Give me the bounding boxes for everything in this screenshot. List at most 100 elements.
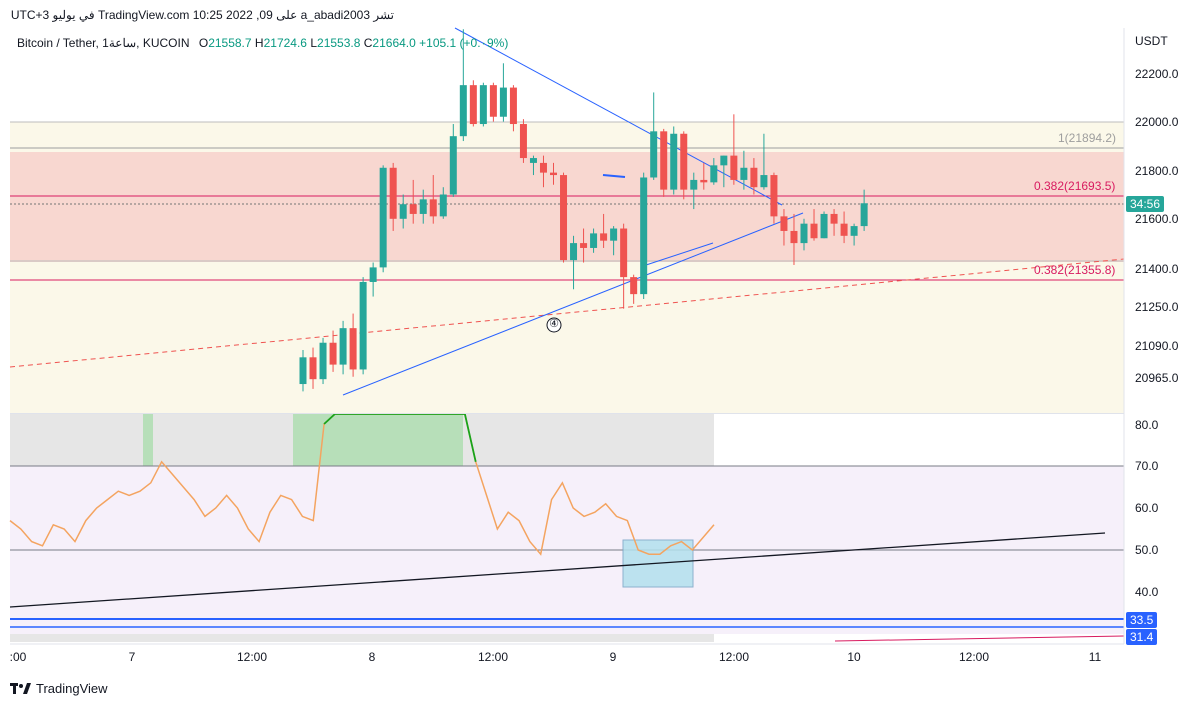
candle-body[interactable] — [860, 203, 868, 227]
candle-body[interactable] — [620, 228, 628, 278]
candle-body[interactable] — [399, 204, 407, 219]
candle-body[interactable] — [790, 230, 798, 244]
candle-body[interactable] — [560, 175, 568, 261]
candle-body[interactable] — [570, 243, 578, 261]
price-tick: 20965.0 — [1135, 371, 1179, 385]
high-value: 21724.6 — [263, 36, 307, 50]
rsi-blue-tag: 33.5 — [1126, 612, 1158, 628]
candle-body[interactable] — [650, 131, 658, 178]
candle-body[interactable] — [700, 179, 708, 183]
candle-body[interactable] — [580, 243, 588, 248]
candle-body[interactable] — [830, 213, 838, 224]
candle-body[interactable] — [630, 277, 638, 295]
high-label: H — [254, 36, 264, 50]
candle-body[interactable] — [439, 194, 447, 217]
candle-body[interactable] — [760, 175, 768, 188]
candle-body[interactable] — [640, 177, 648, 295]
currency-label: USDT — [1135, 34, 1168, 48]
rsi-tick: 50.0 — [1135, 543, 1159, 557]
candle-body[interactable] — [479, 85, 487, 125]
open-value: 21558.7 — [208, 36, 252, 50]
candle-body[interactable] — [590, 233, 598, 248]
candle-body[interactable] — [459, 85, 467, 137]
candle-body[interactable] — [740, 167, 748, 180]
triangle-upper-line[interactable] — [454, 27, 783, 206]
low-value: 21553.8 — [317, 36, 361, 50]
tradingview-logo-icon — [10, 682, 31, 694]
candle-body[interactable] — [519, 124, 527, 159]
fib-label-1: 1(21894.2) — [1058, 131, 1117, 145]
candle-body[interactable] — [489, 85, 497, 117]
change-value: +105.1 (+0.۰9%) — [419, 36, 509, 50]
close-value: 21664.0 — [372, 36, 416, 50]
candles-group — [299, 29, 868, 392]
symbol-legend[interactable]: Bitcoin / Tether, 1ساعة, KUCOIN O21558.7… — [17, 36, 508, 50]
candle-body[interactable] — [670, 133, 678, 190]
rsi-highlight-box[interactable] — [622, 539, 694, 588]
candle-body[interactable] — [339, 328, 347, 365]
rsi-pink-tag: 31.4 — [1126, 629, 1158, 645]
candle-body[interactable] — [349, 328, 357, 370]
small-trendline[interactable] — [642, 242, 714, 267]
candle-body[interactable] — [309, 357, 317, 380]
open-label: O — [198, 36, 209, 50]
candle-body[interactable] — [499, 87, 507, 117]
rsi-tick: 60.0 — [1135, 501, 1159, 515]
publish-info: تشر a_abadi2003 على TradingView.com 10:2… — [10, 8, 394, 22]
price-tick: 21600.0 — [1135, 212, 1179, 226]
red-dashed-trendline[interactable] — [9, 258, 1125, 368]
close-label: C — [363, 36, 373, 50]
candle-body[interactable] — [660, 131, 668, 190]
candle-body[interactable] — [359, 281, 367, 370]
candle-body[interactable] — [550, 172, 557, 176]
time-tick: 9 — [609, 650, 617, 664]
time-tick: 8 — [368, 650, 376, 664]
time-tick: 10 — [847, 650, 861, 664]
price-tick: 22000.0 — [1135, 115, 1179, 129]
triangle-lower-line[interactable] — [342, 212, 804, 396]
time-tick: 11 — [1088, 650, 1102, 664]
small-blue-mark — [602, 174, 626, 178]
time-tick: :00 — [9, 650, 27, 664]
candle-body[interactable] — [509, 87, 517, 125]
time-tick: 7 — [128, 650, 136, 664]
rsi-overbought-highlight-2 — [293, 414, 463, 466]
candle-body[interactable] — [469, 85, 477, 125]
wave-marker: ④ — [549, 318, 559, 330]
candle-body[interactable] — [850, 226, 858, 236]
price-tick: 21090.0 — [1135, 339, 1179, 353]
candle-body[interactable] — [820, 213, 828, 239]
candle-body[interactable] — [419, 199, 427, 214]
candle-body[interactable] — [389, 167, 397, 219]
wave-marker-circle — [546, 317, 562, 333]
candle-body[interactable] — [840, 223, 848, 236]
candle-body[interactable] — [529, 158, 537, 163]
candle-body[interactable] — [369, 267, 377, 282]
candle-body[interactable] — [539, 162, 547, 173]
candle-body[interactable] — [800, 223, 808, 244]
candle-body[interactable] — [730, 155, 738, 180]
candle-body[interactable] — [690, 179, 698, 190]
candle-body[interactable] — [319, 342, 327, 380]
candle-body[interactable] — [680, 133, 688, 190]
candle-body[interactable] — [409, 204, 417, 214]
candle-body[interactable] — [429, 199, 437, 217]
candle-body[interactable] — [329, 342, 337, 365]
candle-body[interactable] — [610, 228, 618, 241]
candle-body[interactable] — [750, 167, 758, 188]
brand-name: TradingView — [36, 681, 108, 696]
time-tick: 12:00 — [477, 650, 509, 664]
candle-body[interactable] — [810, 223, 818, 239]
rsi-trendline[interactable] — [9, 532, 1106, 608]
symbol-name[interactable]: Bitcoin / Tether, 1ساعة, KUCOIN — [17, 36, 190, 50]
candle-body[interactable] — [299, 357, 307, 385]
candle-body[interactable] — [770, 175, 778, 217]
candle-body[interactable] — [710, 165, 718, 183]
candle-body[interactable] — [720, 155, 728, 166]
candle-body[interactable] — [449, 136, 457, 195]
candle-body[interactable] — [600, 233, 608, 241]
candle-body[interactable] — [780, 216, 788, 231]
tradingview-logo[interactable]: TradingView — [10, 681, 108, 696]
candle-body[interactable] — [379, 167, 387, 268]
